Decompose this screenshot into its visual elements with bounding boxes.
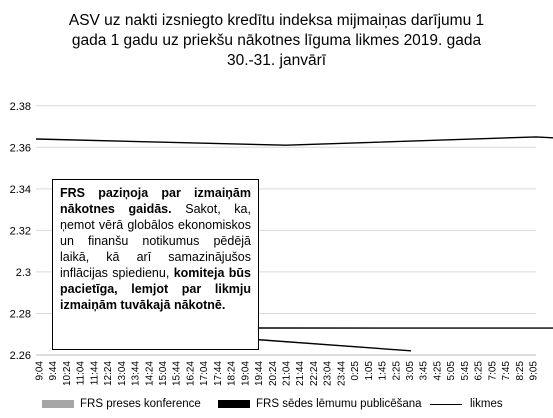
x-tick-label: 9:05 bbox=[529, 361, 540, 381]
x-tick-label: 10:24 bbox=[62, 361, 73, 386]
x-tick-label: 7:45 bbox=[501, 361, 512, 381]
x-tick-label: 9:44 bbox=[48, 361, 59, 381]
y-tick-label: 2.38 bbox=[10, 101, 31, 113]
x-tick-label: 7:05 bbox=[487, 361, 498, 381]
x-tick-label: 2:25 bbox=[391, 361, 402, 381]
x-tick-label: 18:24 bbox=[227, 361, 238, 386]
y-tick-label: 2.34 bbox=[10, 184, 31, 196]
legend-swatch-rates bbox=[430, 403, 462, 405]
x-tick-label: 23:04 bbox=[323, 361, 334, 386]
x-tick-label: 15:44 bbox=[172, 361, 183, 386]
legend-swatch-press bbox=[42, 400, 74, 408]
y-tick-label: 2.3 bbox=[16, 267, 31, 279]
x-tick-label: 19:44 bbox=[254, 361, 265, 386]
legend-item-rates: likmes bbox=[430, 398, 503, 410]
x-tick-label: 17:44 bbox=[213, 361, 224, 386]
x-tick-label: 5:45 bbox=[460, 361, 471, 381]
x-tick-label: 4:25 bbox=[432, 361, 443, 381]
x-tick-label: 0:25 bbox=[350, 361, 361, 381]
annotation-lead: FRS paziņoja par izmaiņām nākotnes gaidā… bbox=[60, 186, 251, 216]
chart-title-line: 30.-31. janvārī bbox=[226, 52, 327, 69]
legend-item-publication: FRS sēdes lēmumu publicēšana bbox=[218, 398, 422, 410]
legend: FRS preses konference FRS sēdes lēmumu p… bbox=[0, 394, 553, 416]
annotation-box: FRS paziņoja par izmaiņām nākotnes gaidā… bbox=[52, 179, 259, 350]
y-tick-label: 2.28 bbox=[10, 308, 31, 320]
x-tick-label: 20:24 bbox=[268, 361, 279, 386]
x-tick-label: 15:04 bbox=[158, 361, 169, 386]
x-tick-label: 22:24 bbox=[309, 361, 320, 386]
legend-label-publication: FRS sēdes lēmumu publicēšana bbox=[256, 398, 422, 410]
y-tick-label: 2.36 bbox=[10, 142, 31, 154]
legend-item-press-conference: FRS preses konference bbox=[42, 398, 201, 410]
x-tick-label: 13:44 bbox=[131, 361, 142, 386]
annotation-conclusion: komiteja būs pacietīga, lemjot par likmj… bbox=[60, 266, 251, 312]
x-tick-label: 12:24 bbox=[103, 361, 114, 386]
x-tick-label: 8:25 bbox=[515, 361, 526, 381]
y-tick-label: 2.32 bbox=[10, 225, 31, 237]
x-tick-label: 14:24 bbox=[144, 361, 155, 386]
x-tick-label: 9:04 bbox=[35, 361, 46, 381]
x-tick-label: 21:04 bbox=[282, 361, 293, 386]
x-tick-label: 11:04 bbox=[76, 361, 87, 386]
x-tick-label: 17:04 bbox=[199, 361, 210, 386]
chart-title-line: ASV uz nakti izsniegto kredītu indeksa m… bbox=[68, 12, 485, 29]
x-tick-label: 19:04 bbox=[240, 361, 251, 386]
x-tick-label: 1:45 bbox=[378, 361, 389, 381]
y-tick-label: 2.26 bbox=[10, 350, 31, 362]
x-tick-label: 6:25 bbox=[474, 361, 485, 381]
x-tick-label: 1:05 bbox=[364, 361, 375, 381]
legend-swatch-publication bbox=[218, 400, 250, 408]
x-tick-label: 11:44 bbox=[89, 361, 100, 386]
x-tick-label: 13:04 bbox=[117, 361, 128, 386]
x-tick-label: 3:05 bbox=[405, 361, 416, 381]
chart-title: ASV uz nakti izsniegto kredītu indeksa m… bbox=[20, 11, 533, 71]
x-tick-label: 21:44 bbox=[295, 361, 306, 386]
x-tick-label: 23:44 bbox=[336, 361, 347, 386]
legend-label-press: FRS preses konference bbox=[80, 398, 201, 410]
x-tick-label: 5:05 bbox=[446, 361, 457, 381]
annotation-body: Sakot, ka, ņemot vērā globālos ekonomisk… bbox=[60, 202, 251, 280]
legend-label-rates: likmes bbox=[470, 398, 503, 410]
x-tick-label: 3:45 bbox=[419, 361, 430, 381]
chart-title-line: gada 1 gadu uz priekšu nākotnes līguma l… bbox=[71, 32, 482, 49]
x-tick-label: 16:24 bbox=[185, 361, 196, 386]
